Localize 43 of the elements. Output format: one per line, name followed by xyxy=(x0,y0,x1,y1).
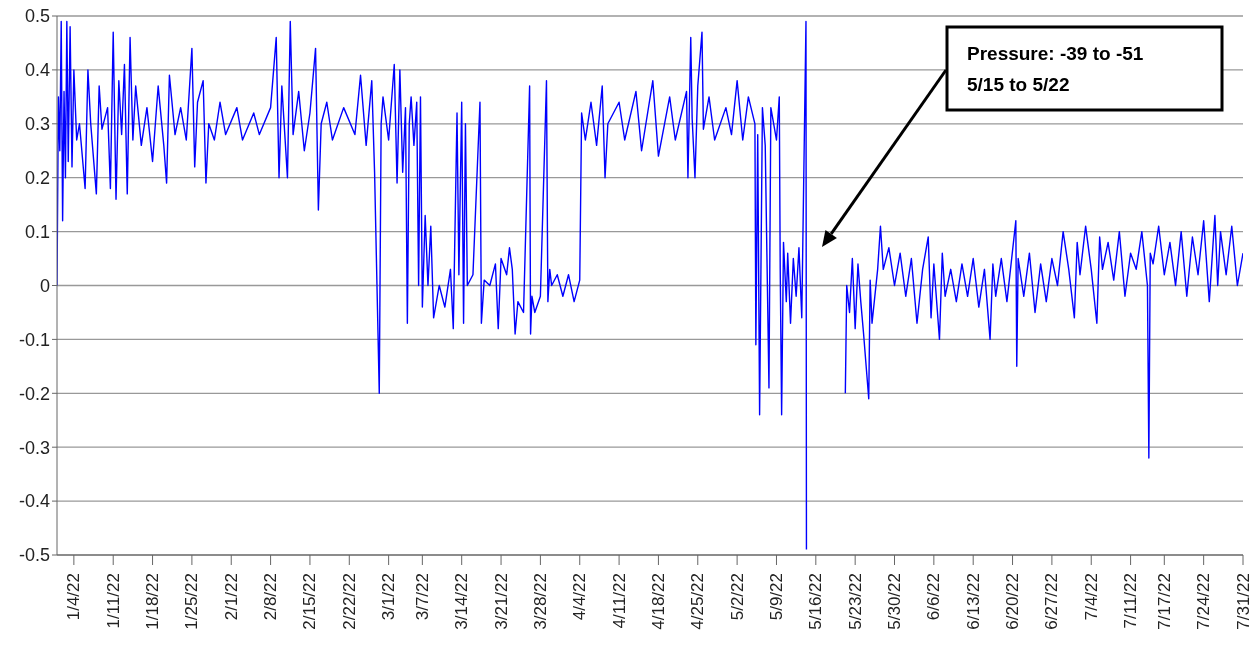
x-tick-label: 4/18/22 xyxy=(648,573,668,630)
x-tick-label: 1/4/22 xyxy=(64,573,84,621)
x-tick-label: 5/30/22 xyxy=(885,573,905,630)
x-tick-label: 2/1/22 xyxy=(221,573,241,621)
x-tick-label: 3/28/22 xyxy=(530,573,550,630)
x-tick-label: 5/2/22 xyxy=(727,573,747,621)
y-tick-label: 0.1 xyxy=(24,221,50,242)
x-tick-label: 7/24/22 xyxy=(1194,573,1214,630)
x-tick-label: 5/16/22 xyxy=(806,573,826,630)
x-tick-label: 5/9/22 xyxy=(766,573,786,621)
x-tick-label: 4/4/22 xyxy=(570,573,590,621)
x-tick-label: 7/11/22 xyxy=(1121,573,1141,629)
x-tick-label: 5/23/22 xyxy=(845,573,865,630)
y-tick-label: 0.4 xyxy=(24,60,50,81)
x-tick-label: 4/25/22 xyxy=(688,573,708,630)
x-tick-label: 6/6/22 xyxy=(924,573,944,621)
x-tick-label: 7/31/22 xyxy=(1233,573,1253,630)
y-tick-label: 0 xyxy=(39,275,50,296)
x-tick-label: 1/25/22 xyxy=(182,573,202,630)
x-tick-label: 2/8/22 xyxy=(261,573,281,621)
x-tick-label: 2/22/22 xyxy=(339,573,359,630)
y-tick-label: 0.5 xyxy=(24,6,50,27)
x-tick-label: 7/4/22 xyxy=(1081,573,1101,621)
x-tick-label: 3/14/22 xyxy=(452,573,472,630)
x-tick-label: 7/17/22 xyxy=(1154,573,1174,630)
x-tick-label: 6/13/22 xyxy=(963,573,983,630)
x-tick-label: 3/21/22 xyxy=(491,573,511,630)
y-tick-label: 0.3 xyxy=(24,114,50,135)
y-tick-label: -0.4 xyxy=(18,491,50,512)
x-tick-label: 6/27/22 xyxy=(1042,573,1062,630)
annotation: Pressure: -39 to -51 5/15 to 5/22 xyxy=(967,43,1144,95)
x-tick-label: 1/18/22 xyxy=(143,573,163,630)
y-tick-label: -0.5 xyxy=(18,545,50,566)
x-tick-label: 2/15/22 xyxy=(300,573,320,630)
x-tick-label: 4/11/22 xyxy=(609,573,629,629)
x-tick-label: 1/11/22 xyxy=(103,573,123,629)
y-tick-label: -0.2 xyxy=(18,383,50,404)
y-tick-label: 0.2 xyxy=(24,168,50,189)
y-tick-label: -0.3 xyxy=(18,437,50,458)
x-tick-label: 6/20/22 xyxy=(1003,573,1023,630)
y-tick-label: -0.1 xyxy=(18,329,50,350)
x-tick-label: 3/7/22 xyxy=(412,573,432,621)
x-tick-label: 3/1/22 xyxy=(379,573,399,621)
